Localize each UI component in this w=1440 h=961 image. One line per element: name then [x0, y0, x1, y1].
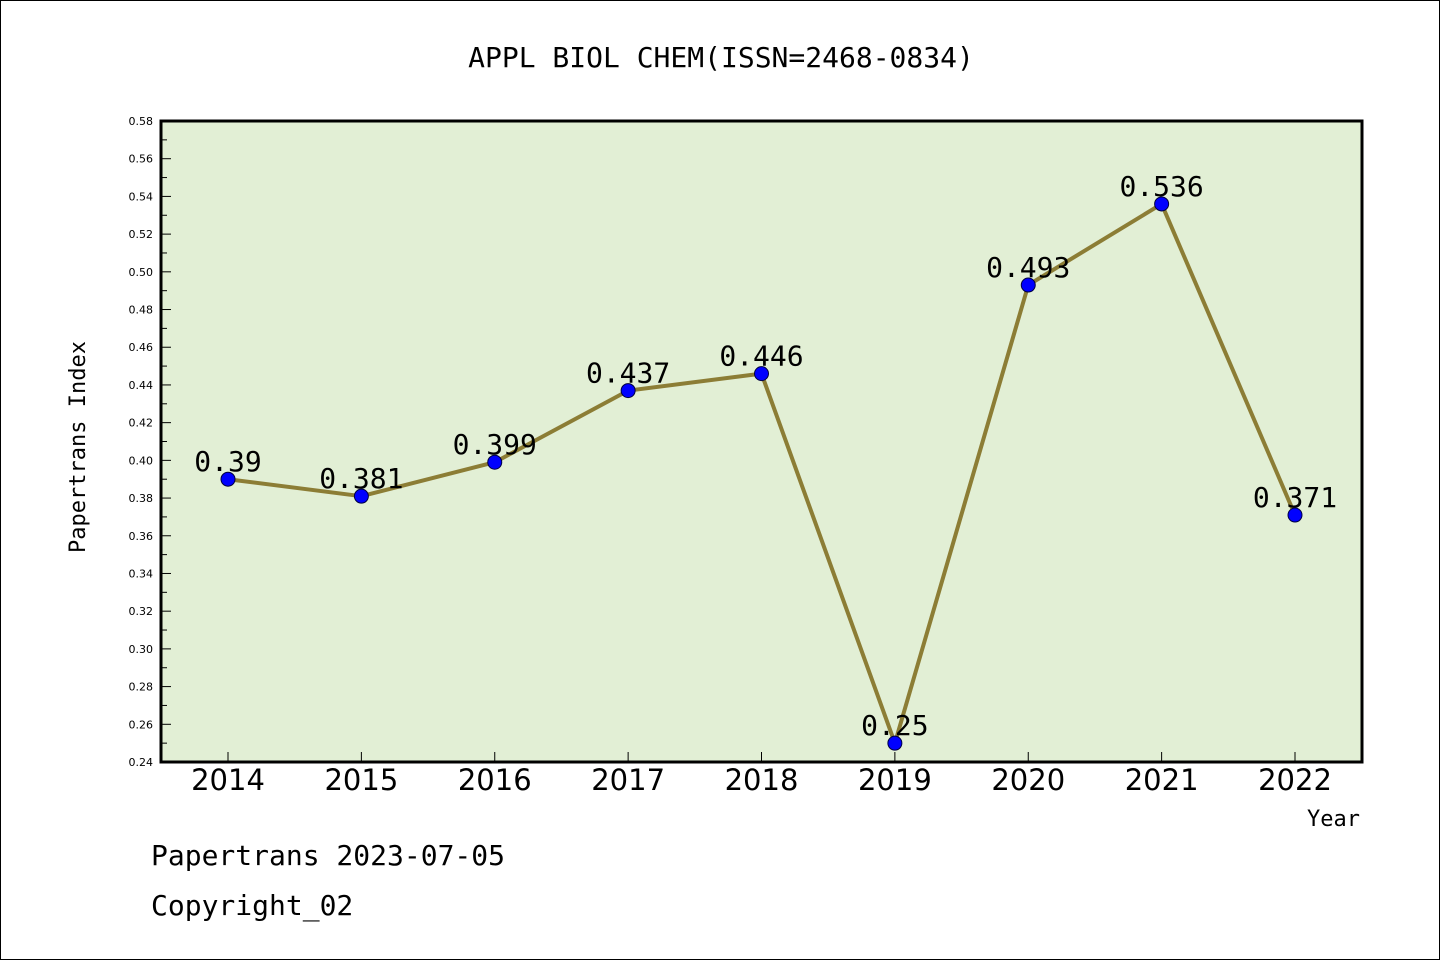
- x-tick-label: 2021: [1125, 763, 1199, 797]
- data-label: 0.381: [319, 462, 403, 495]
- data-label: 0.493: [986, 251, 1070, 284]
- y-tick-label: 0.54: [129, 190, 154, 203]
- y-tick-label: 0.42: [129, 417, 154, 430]
- y-tick-label: 0.24: [129, 756, 154, 769]
- y-tick-label: 0.38: [129, 492, 154, 505]
- y-tick-label: 0.58: [129, 115, 154, 128]
- y-tick-label: 0.50: [129, 266, 154, 279]
- data-label: 0.446: [719, 340, 803, 373]
- data-point: [887, 735, 903, 751]
- y-axis-label: Papertrans Index: [66, 341, 91, 553]
- data-label: 0.399: [453, 428, 537, 461]
- y-tick-label: 0.48: [129, 304, 154, 317]
- y-tick-label: 0.34: [129, 567, 154, 580]
- data-point: [1154, 196, 1170, 212]
- data-label: 0.536: [1119, 170, 1203, 203]
- data-point: [353, 488, 369, 504]
- y-tick-label: 0.46: [129, 341, 154, 354]
- y-tick-label: 0.40: [129, 454, 154, 467]
- y-tick-label: 0.56: [129, 153, 154, 166]
- data-point: [220, 471, 236, 487]
- x-axis: 2014 2015 2016 2017 2018 2019 2020 2021 2022: [191, 752, 1332, 797]
- data-label: 0.39: [194, 445, 261, 478]
- y-tick-label: 0.36: [129, 530, 154, 543]
- x-tick-label: 2020: [991, 763, 1065, 797]
- x-tick-label: 2018: [725, 763, 799, 797]
- data-point: [487, 454, 503, 470]
- x-tick-label: 2019: [858, 763, 932, 797]
- x-tick-label: 2016: [458, 763, 532, 797]
- y-tick-label: 0.28: [129, 681, 154, 694]
- y-tick-label: 0.44: [129, 379, 154, 392]
- x-tick-label: 2014: [191, 763, 265, 797]
- y-axis: 0.24 0.26 0.28 0.30 0.32 0.34 0.36 0.38 0.40 0.42…: [129, 115, 171, 769]
- footer-copyright: Copyright_02: [151, 889, 353, 923]
- y-tick-label: 0.52: [129, 228, 154, 241]
- data-point: [1020, 277, 1036, 293]
- plot-area: [159, 119, 1364, 764]
- series-layer: 0.39 0.381 0.399 0.437 0.446 0.25 0.493 0.536 0.…: [194, 170, 1337, 751]
- data-label: 0.371: [1253, 481, 1337, 514]
- data-point: [620, 383, 636, 399]
- x-tick-label: 2015: [324, 763, 398, 797]
- data-label: 0.25: [861, 709, 928, 742]
- chart-title: APPL BIOL CHEM(ISSN=2468-0834): [468, 41, 974, 74]
- data-label: 0.437: [586, 357, 670, 390]
- footer-credit: Papertrans 2023-07-05: [151, 839, 505, 872]
- x-tick-label: 2017: [591, 763, 665, 797]
- y-tick-label: 0.32: [129, 605, 154, 618]
- y-tick-label: 0.26: [129, 718, 154, 731]
- x-tick-label: 2022: [1258, 763, 1332, 797]
- data-point: [754, 366, 769, 382]
- x-axis-label: Year: [1307, 807, 1360, 832]
- data-point: [1287, 507, 1303, 523]
- y-tick-label: 0.30: [129, 643, 154, 656]
